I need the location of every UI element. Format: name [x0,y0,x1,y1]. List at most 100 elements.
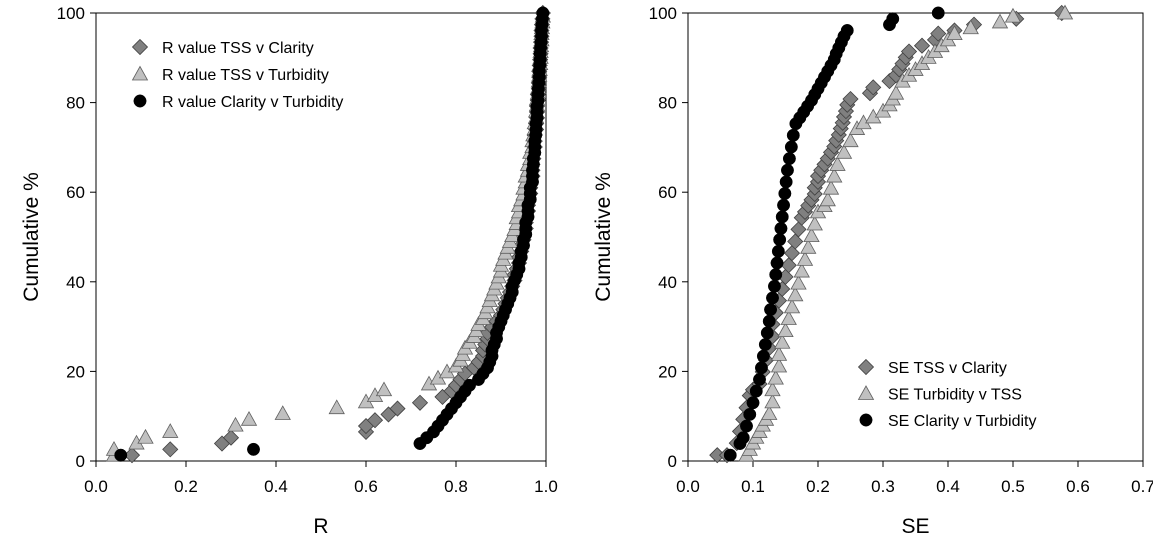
legend: SE TSS v Clarity SE Turbidity v TSS SE Cla… [857,358,1036,430]
data-point [781,163,794,177]
data-point [782,152,796,166]
x-tick-label: 0.2 [806,477,830,496]
x-tick-label: 0.4 [264,477,288,496]
data-point [743,407,757,421]
series-triangle [738,4,1074,462]
x-tick-label: 0.2 [174,477,198,496]
x-tick-label: 0.4 [936,477,960,496]
data-point [137,428,154,444]
y-tick-label: 40 [658,273,677,292]
data-point [780,257,797,274]
data-point [806,215,823,231]
data-point [274,405,291,420]
data-point [366,412,384,429]
data-point [536,6,550,20]
data-point [227,416,244,432]
data-point [793,262,810,278]
x-tick-label: 1.0 [534,477,558,496]
y-tick-label: 100 [649,4,677,23]
data-point [783,298,801,314]
data-point [755,361,768,375]
data-point [803,227,820,243]
data-point [375,381,393,397]
data-point [162,423,179,438]
y-tick-label: 40 [66,273,85,292]
data-point [1056,4,1074,20]
data-point [774,333,791,349]
data-point [762,314,776,328]
x-tick-label: 0.6 [354,477,378,496]
plot-frame [687,12,1144,462]
panel-se: 0.0 0.1 0.2 0.3 0.4 0.5 0.6 0.7 0 20 40 60 80 100 SE Cu… [592,4,1153,538]
data-point [123,447,141,464]
data-point [800,238,817,254]
data-point [767,369,784,385]
data-point [778,187,792,200]
y-tick-label: 100 [57,4,85,23]
legend-marker [131,38,149,56]
legend-label: R value Clarity v Turbidity [162,94,343,111]
data-point [753,373,766,386]
legend-marker [857,358,875,376]
data-point [1004,7,1022,23]
data-point [900,43,918,60]
data-point [389,400,406,417]
data-point [962,19,979,35]
data-point [749,384,763,398]
x-tick-label: 0.1 [741,477,765,496]
data-point [991,13,1009,29]
data-point [913,37,931,54]
y-axis-title: Cumulative % [592,172,615,302]
y-tick-label: 80 [66,94,85,113]
data-point [764,393,781,409]
data-point [840,24,854,37]
series-diamond [709,4,1070,464]
data-point [777,322,794,338]
legend-marker [857,385,875,400]
data-point [770,346,788,361]
data-point [328,399,345,415]
y-tick-label: 60 [66,183,85,202]
x-axis-title: SE [901,515,929,538]
legend-label: R value TSS v Clarity [162,40,314,57]
x-tick-label: 0.0 [676,477,700,496]
x-tick-label: 0.5 [1001,477,1025,496]
data-point [779,175,793,189]
legend-marker [131,65,149,81]
data-point [777,198,790,212]
data-point [842,90,859,108]
data-point [775,210,789,224]
x-tick-label: 0.3 [871,477,895,496]
y-tick-label: 0 [668,452,677,471]
y-tick-label: 20 [658,362,677,381]
data-point [842,132,859,148]
data-point [736,431,750,445]
plot-frame [95,12,547,462]
y-tick-label: 60 [658,183,677,202]
data-point [819,191,836,207]
data-point [787,233,804,250]
data-point [756,349,770,363]
legend: R value TSS v Clarity R value TSS v Turbi… [131,38,343,111]
legend-label: SE Clarity v Turbidity [888,413,1036,430]
y-axis-title: Cumulative % [20,172,43,302]
data-point [787,286,804,302]
data-point [780,310,797,325]
y-tick-label: 80 [658,94,677,113]
data-point [931,6,945,20]
panel-r: 0.0 0.2 0.4 0.6 0.8 1.0 0 20 40 60 80 100 R Cumulativ… [20,4,558,538]
data-point [723,448,737,462]
data-point [411,394,429,411]
data-point [796,251,814,266]
data-point [822,179,840,195]
legend-label: SE TSS v Clarity [888,360,1007,377]
data-point [769,268,783,282]
x-tick-label: 0.6 [1066,477,1090,496]
data-point [946,25,963,41]
series-circle [723,6,945,462]
data-point [790,274,807,290]
data-point [790,221,807,238]
x-tick-label: 0.8 [444,477,468,496]
data-point [746,396,760,410]
